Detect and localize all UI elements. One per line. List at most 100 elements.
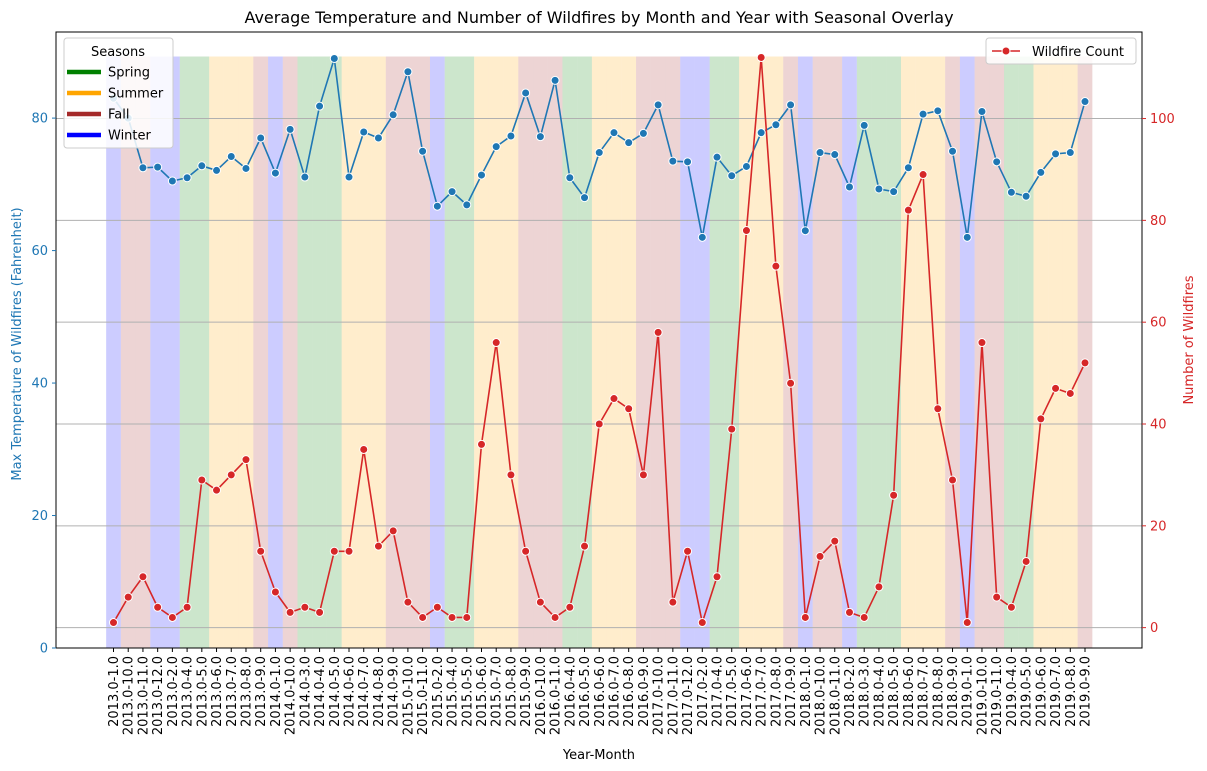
seasons-legend-label: Winter [108, 129, 152, 144]
season-band [636, 56, 651, 649]
season-band [577, 56, 592, 649]
temperature-point [594, 148, 604, 158]
x-tick-label: 2018.0-7.0 [917, 656, 932, 727]
wildfire-count-point [521, 546, 531, 556]
temperature-point [815, 148, 825, 158]
x-tick-label: 2013.0-2.0 [166, 656, 181, 727]
x-tick-label: 2018.0-8.0 [931, 656, 946, 727]
x-tick-label: 2017.0-7.0 [755, 656, 770, 727]
temperature-point [580, 193, 590, 203]
wildfire-count-point [462, 612, 472, 622]
y-left-tick-label: 20 [31, 509, 48, 524]
x-tick-label: 2013.0-4.0 [181, 656, 196, 727]
wildfire-count-point [697, 618, 707, 628]
season-bands [106, 56, 1093, 649]
x-tick-label: 2016.0-8.0 [622, 656, 637, 727]
temperature-point [329, 53, 339, 63]
y-right-tick-label: 100 [1150, 112, 1175, 127]
temperature-point [638, 128, 648, 138]
wildfire-count-point [1021, 556, 1031, 566]
wildfire-count-point [683, 546, 693, 556]
x-tick-label: 2013.0-8.0 [239, 656, 254, 727]
temperature-point [624, 138, 634, 148]
y-left-axis-ticks: 0 20 40 60 80 [31, 112, 56, 657]
season-band [503, 56, 519, 649]
season-band [341, 56, 357, 649]
wildfire-count-point [962, 618, 972, 628]
season-band [724, 56, 740, 649]
wildfire-count-point [329, 546, 339, 556]
x-tick-label: 2016.0-5.0 [578, 656, 593, 727]
wildfire-count-point [418, 612, 428, 622]
x-axis-ticks: 2013.0-1.0 2013.0-10.0 2013.0-11.0 2013.0-1… [107, 648, 1094, 735]
temperature-point [830, 150, 840, 160]
y-left-tick-label: 0 [40, 642, 48, 657]
season-band [150, 56, 166, 649]
season-band [621, 56, 637, 649]
x-tick-label: 2016.0-10.0 [534, 656, 549, 735]
temperature-point [388, 110, 398, 120]
x-tick-label: 2019.0-6.0 [1034, 656, 1049, 727]
x-tick-label: 2015.0-4.0 [446, 656, 461, 727]
wildfire-count-point [506, 470, 516, 480]
wildfire-count-point [109, 618, 118, 628]
temperature-point [977, 106, 987, 116]
wildfire-count-point [138, 572, 148, 582]
wildfire-count-point [1065, 388, 1075, 398]
wildfire-count-point [432, 602, 442, 612]
temperature-point [212, 165, 222, 175]
temperature-point [535, 132, 545, 142]
season-band [488, 56, 504, 649]
seasons-legend-title: Seasons [91, 45, 145, 60]
season-band [135, 56, 151, 649]
temperature-point [256, 133, 266, 143]
season-band [989, 56, 1005, 649]
season-band [753, 56, 769, 649]
y-left-tick-label: 60 [31, 244, 48, 259]
season-band [282, 56, 298, 649]
x-tick-label: 2014.0-7.0 [357, 656, 372, 727]
season-band [1018, 56, 1034, 649]
y-right-axis-ticks: 0 20 40 60 80 100 [1142, 112, 1175, 636]
season-band [371, 56, 386, 649]
temperature-point [462, 200, 472, 210]
x-tick-label: 2014.0-8.0 [372, 656, 387, 727]
x-tick-label: 2019.0-5.0 [1020, 656, 1035, 727]
wildfire-count-point [197, 475, 207, 485]
season-band [945, 56, 960, 649]
season-band [223, 56, 239, 649]
wildfire-count-point [1080, 358, 1090, 368]
y-right-tick-label: 60 [1150, 316, 1167, 331]
temperature-point [418, 146, 428, 156]
wildfire-count-point [241, 455, 251, 465]
x-tick-label: 2014.0-5.0 [328, 656, 343, 727]
wildfire-count-point [815, 551, 825, 561]
season-band [444, 56, 460, 649]
season-band [856, 56, 872, 649]
x-tick-label: 2018.0-5.0 [887, 656, 902, 727]
x-tick-label: 2017.0-9.0 [784, 656, 799, 727]
wildfire-count-point [491, 338, 501, 348]
season-band [1048, 56, 1063, 649]
wildfire-count-point [948, 475, 958, 485]
season-band [650, 56, 666, 649]
x-tick-label: 2019.0-7.0 [1049, 656, 1064, 727]
temperature-point [697, 232, 707, 242]
x-tick-label: 2015.0-11.0 [416, 656, 431, 735]
x-tick-label: 2015.0-9.0 [519, 656, 534, 727]
temperature-point [771, 120, 781, 130]
season-band [253, 56, 269, 649]
x-tick-label: 2017.0-12.0 [681, 656, 696, 735]
temperature-point [506, 131, 516, 141]
season-band [312, 56, 327, 649]
seasons-legend-label: Fall [108, 108, 129, 123]
temperature-point [344, 172, 354, 182]
x-tick-label: 2017.0-5.0 [725, 656, 740, 727]
temperature-point [447, 187, 457, 197]
season-band [812, 56, 828, 649]
temperature-point [1036, 167, 1046, 177]
x-tick-label: 2019.0-4.0 [1005, 656, 1020, 727]
wildfire-count-point [212, 485, 222, 495]
wildfire-count-point [889, 490, 899, 500]
season-band [871, 56, 887, 649]
